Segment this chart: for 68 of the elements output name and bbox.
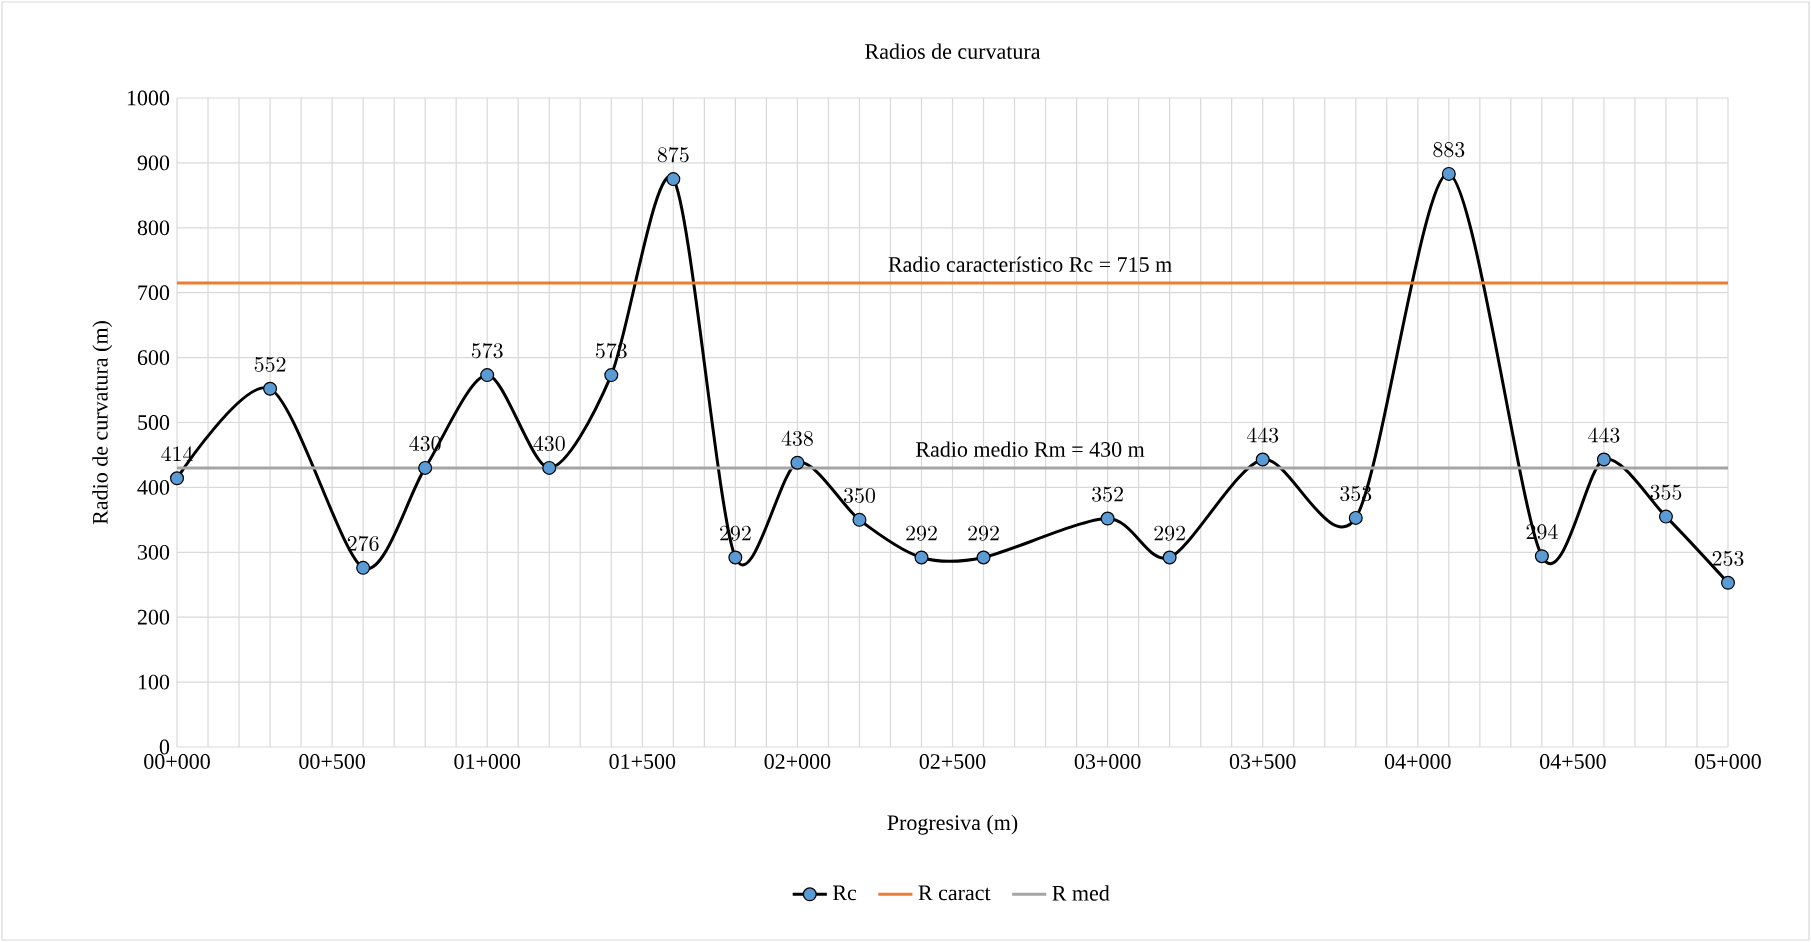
data-label: 552 [254, 356, 286, 372]
point [604, 368, 619, 383]
point [542, 460, 557, 475]
point [263, 381, 278, 396]
x-tick-label: 04+000 [1384, 754, 1451, 769]
data-label: 573 [471, 343, 503, 359]
annotation: Radio medio Rm = 430 m [916, 441, 1145, 457]
x-tick-label: 02+000 [764, 754, 831, 769]
y-tick-label: 500 [138, 415, 170, 430]
x-tick-label: 02+500 [919, 754, 986, 769]
x-tick-label: 05+000 [1695, 754, 1761, 769]
legend-label: Rc [832, 885, 857, 901]
point [1348, 510, 1363, 525]
data-label: 438 [781, 430, 813, 446]
x-tick-label: 03+000 [1074, 754, 1141, 769]
data-label: 276 [347, 535, 379, 552]
y-tick-label: 700 [138, 285, 170, 301]
y-tick-label: 1000 [127, 90, 170, 106]
x-tick-label: 01+500 [609, 754, 676, 769]
point [480, 368, 495, 383]
x-axis-title: Progresiva (m) [887, 814, 1018, 835]
point [170, 471, 185, 486]
y-tick-label: 900 [137, 155, 170, 171]
legend-label: R med [1052, 885, 1110, 901]
point [418, 460, 433, 475]
point [1255, 452, 1270, 467]
x-tick-label: 03+500 [1229, 754, 1296, 769]
point [790, 455, 805, 470]
point [914, 550, 929, 565]
x-tick-label: 00+000 [144, 754, 210, 769]
data-label: 430 [533, 435, 565, 452]
point [666, 172, 681, 187]
point [1596, 452, 1611, 467]
y-tick-label: 100 [138, 674, 170, 690]
point [852, 512, 867, 527]
chart-title: Radios de curvatura [865, 43, 1041, 59]
point [728, 550, 743, 565]
legend-label: R caract [918, 885, 991, 901]
x-tick-label: 00+500 [299, 754, 365, 769]
point [1100, 511, 1115, 526]
data-label: 443 [1588, 427, 1620, 443]
y-tick-label: 200 [137, 609, 170, 625]
point [1162, 550, 1177, 565]
data-label: 355 [1650, 484, 1682, 500]
point [1721, 575, 1735, 590]
x-tick-label: 01+000 [454, 754, 521, 769]
data-label: 292 [1154, 525, 1185, 541]
data-label: 443 [1246, 427, 1279, 443]
y-tick-label: 400 [137, 479, 170, 495]
point [1534, 549, 1549, 564]
x-tick-label: 04+500 [1540, 754, 1606, 769]
annotation: Radio característico Rc = 715 m [888, 256, 1172, 272]
data-label: 875 [657, 147, 689, 163]
point [976, 550, 991, 565]
data-label: 253 [1712, 550, 1744, 566]
data-label: 352 [1092, 486, 1123, 502]
data-label: 292 [968, 525, 999, 541]
y-tick-label: 600 [137, 350, 170, 366]
y-tick-label: 800 [137, 220, 170, 236]
data-label: 292 [906, 525, 937, 541]
data-label: 350 [843, 487, 875, 504]
data-label: 883 [1433, 142, 1465, 158]
point [1658, 509, 1673, 524]
point [356, 560, 371, 575]
y-tick-label: 300 [138, 544, 170, 560]
y-tick-label: 0 [159, 739, 170, 755]
y-axis-title: Radio de curvatura (m) [92, 321, 113, 525]
point [1441, 166, 1456, 181]
